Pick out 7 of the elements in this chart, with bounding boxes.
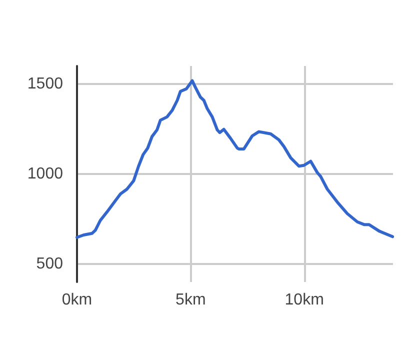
x-tick-label: 5km: [176, 292, 206, 308]
line-series: [76, 79, 394, 239]
y-tick-label: 1500: [27, 76, 64, 92]
x-tick-label: 10km: [284, 292, 324, 308]
y-tick-label: 1000: [27, 166, 64, 182]
y-tick-label: 500: [36, 256, 64, 272]
x-tick-label: 0km: [62, 292, 92, 308]
